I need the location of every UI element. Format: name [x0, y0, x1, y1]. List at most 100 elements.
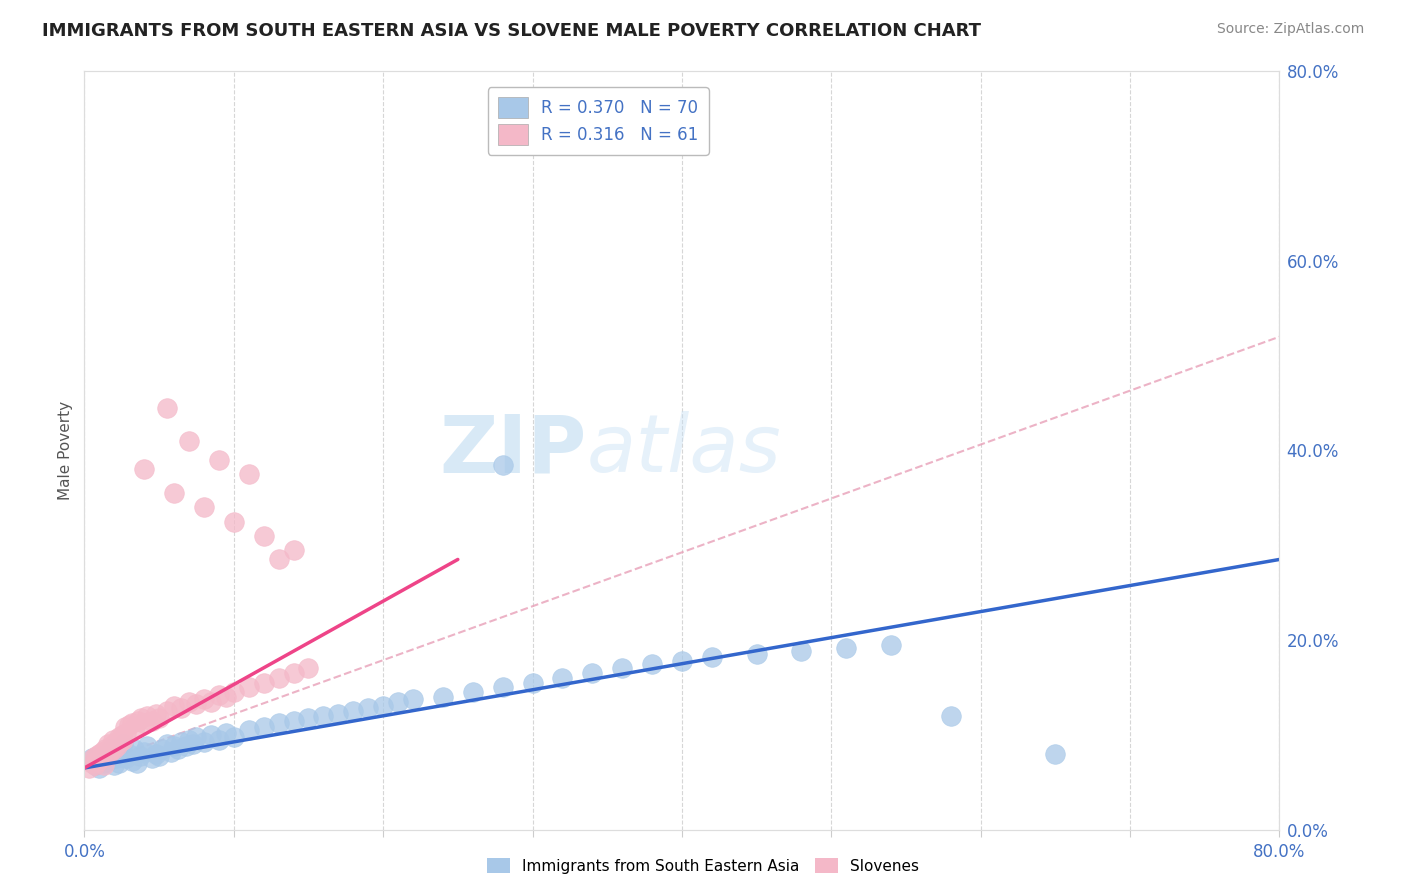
Point — [100, 742, 122, 756]
Point — [125, 756, 148, 771]
Point — [835, 640, 858, 655]
Point — [200, 728, 222, 742]
Point — [105, 745, 128, 759]
Point — [104, 751, 127, 765]
Point — [186, 698, 208, 712]
Point — [124, 720, 146, 734]
Point — [581, 666, 603, 681]
Point — [253, 675, 276, 690]
Point — [89, 761, 111, 775]
Point — [283, 666, 305, 681]
Point — [94, 742, 117, 756]
Point — [283, 714, 305, 728]
Point — [267, 552, 290, 566]
Point — [283, 543, 305, 558]
Text: ZIP: ZIP — [439, 411, 586, 490]
Point — [880, 638, 903, 652]
Point — [745, 647, 768, 661]
Point — [132, 716, 156, 731]
Point — [96, 748, 118, 763]
Point — [522, 675, 544, 690]
Point — [80, 751, 103, 765]
Point — [402, 691, 425, 706]
Point — [461, 685, 484, 699]
Point — [357, 701, 380, 715]
Point — [177, 695, 200, 709]
Point — [238, 723, 260, 737]
Point — [121, 755, 143, 769]
Point — [167, 742, 190, 756]
Point — [193, 691, 215, 706]
Point — [93, 756, 115, 771]
Point — [141, 751, 163, 765]
Point — [136, 739, 159, 753]
Point — [86, 755, 108, 769]
Point — [98, 745, 121, 759]
Point — [77, 761, 100, 775]
Point — [132, 745, 156, 759]
Point — [200, 695, 222, 709]
Point — [155, 704, 177, 718]
Point — [87, 755, 110, 769]
Point — [86, 748, 108, 763]
Point — [551, 671, 574, 685]
Point — [342, 704, 364, 718]
Point — [215, 726, 238, 740]
Point — [107, 756, 129, 771]
Text: Source: ZipAtlas.com: Source: ZipAtlas.com — [1216, 22, 1364, 37]
Point — [114, 720, 136, 734]
Point — [103, 742, 125, 756]
Point — [253, 529, 276, 543]
Point — [174, 739, 197, 753]
Point — [155, 401, 177, 415]
Point — [155, 737, 177, 751]
Point — [208, 453, 231, 467]
Point — [145, 706, 167, 721]
Point — [111, 748, 134, 763]
Point — [118, 747, 141, 761]
Point — [183, 737, 205, 751]
Point — [115, 751, 138, 765]
Point — [141, 714, 163, 728]
Point — [790, 644, 813, 658]
Point — [297, 711, 319, 725]
Point — [105, 739, 128, 753]
Point — [82, 751, 104, 765]
Point — [432, 690, 454, 704]
Point — [128, 748, 150, 763]
Point — [96, 747, 118, 761]
Point — [193, 735, 215, 749]
Point — [297, 661, 319, 675]
Point — [641, 657, 664, 671]
Point — [122, 742, 145, 756]
Point — [163, 486, 186, 500]
Point — [111, 728, 134, 742]
Point — [253, 720, 276, 734]
Point — [104, 735, 127, 749]
Legend: Immigrants from South Eastern Asia, Slovenes: Immigrants from South Eastern Asia, Slov… — [481, 852, 925, 880]
Point — [121, 716, 143, 731]
Point — [312, 708, 335, 723]
Point — [101, 732, 124, 747]
Point — [132, 462, 156, 476]
Point — [373, 699, 395, 714]
Point — [238, 681, 260, 695]
Point — [107, 730, 129, 744]
Point — [150, 742, 173, 756]
Point — [492, 458, 515, 472]
Point — [177, 434, 200, 448]
Point — [208, 688, 231, 702]
Point — [97, 755, 120, 769]
Point — [222, 515, 245, 529]
Point — [222, 730, 245, 744]
Point — [110, 735, 132, 749]
Point — [267, 716, 290, 731]
Point — [215, 690, 238, 704]
Point — [127, 714, 149, 728]
Point — [160, 745, 183, 759]
Point — [136, 708, 159, 723]
Point — [118, 718, 141, 732]
Point — [115, 726, 138, 740]
Point — [100, 739, 122, 753]
Point — [186, 730, 208, 744]
